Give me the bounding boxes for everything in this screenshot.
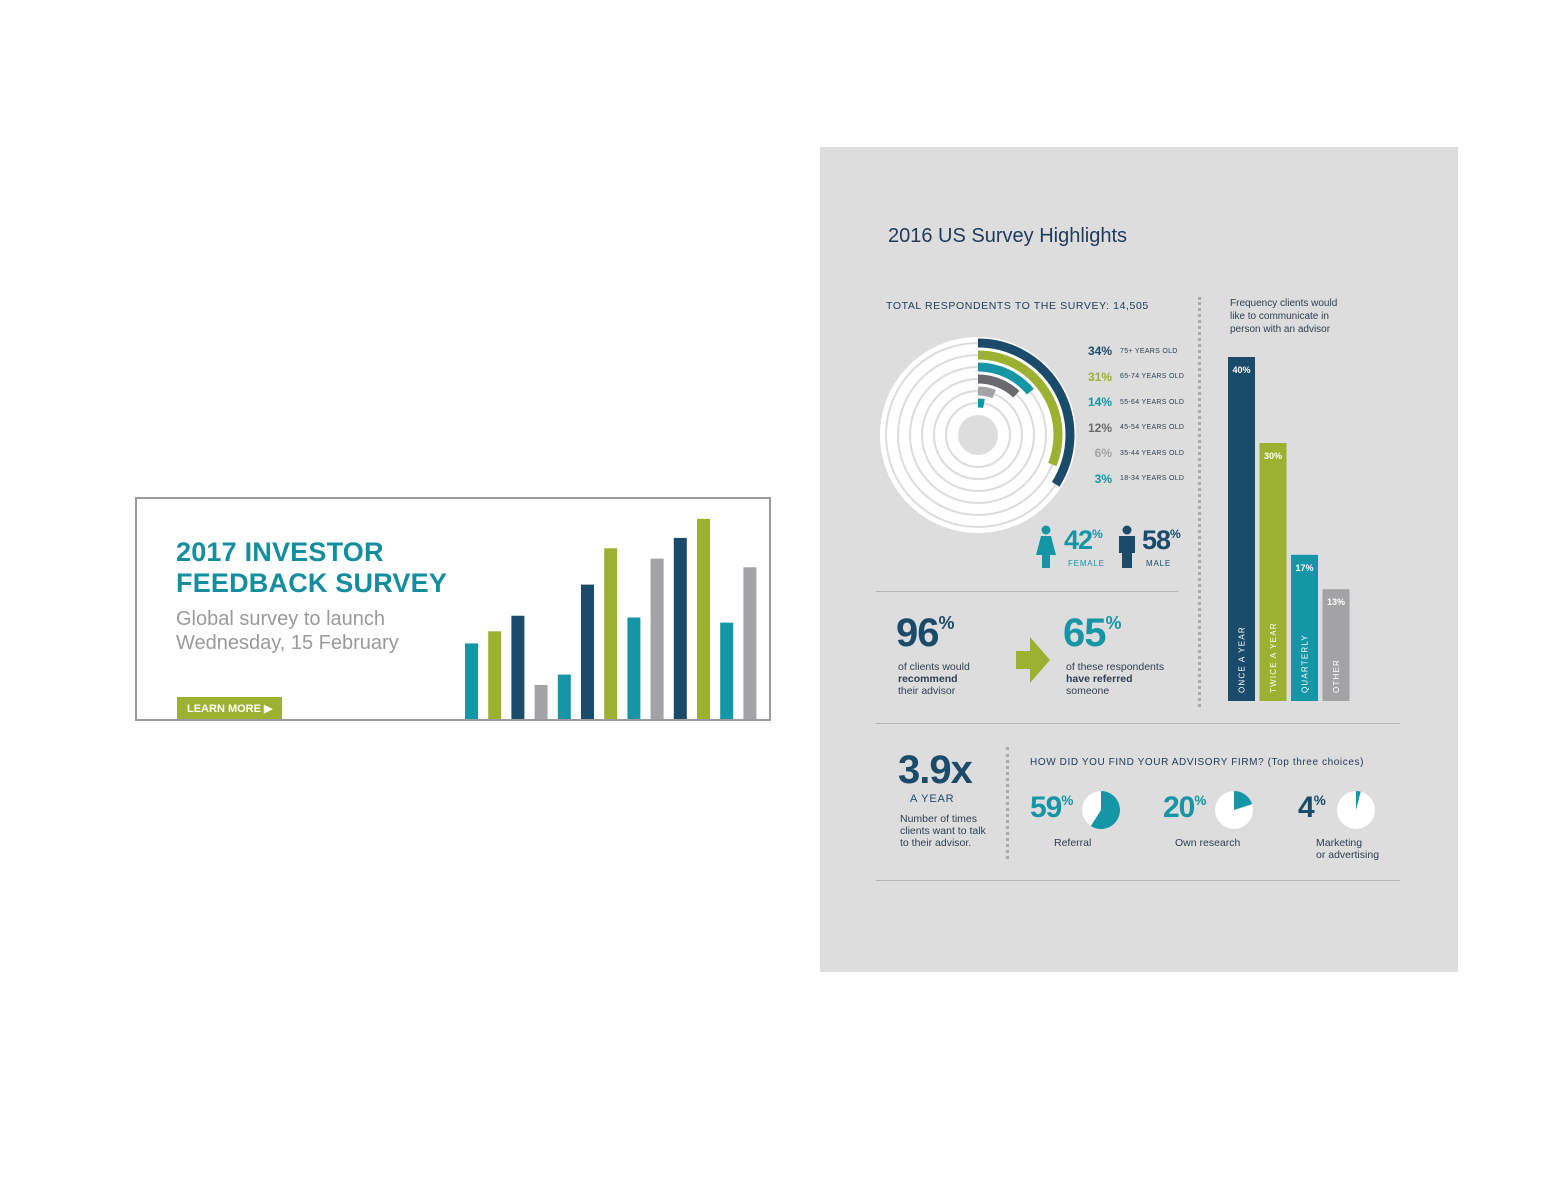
find-firm-pie	[1337, 791, 1375, 829]
age-percent-label: 6%	[1094, 446, 1112, 460]
radial-center	[958, 415, 998, 455]
referred-percent: 65%	[1063, 611, 1122, 655]
banner-bar	[511, 615, 525, 719]
age-arc	[977, 338, 1075, 487]
frequency-value-label: 13%	[1327, 597, 1345, 607]
frequency-bar	[1259, 443, 1287, 701]
age-category-label: 18-34 YEARS OLD	[1120, 475, 1185, 482]
age-legend-row: 31% 65-74 YEARS OLD	[1088, 369, 1184, 385]
frequency-bar	[1228, 357, 1255, 701]
age-legend-row: 14% 55-64 YEARS OLD	[1088, 394, 1184, 410]
age-percent-label: 34%	[1088, 344, 1113, 358]
banner-subtitle: Global survey to launch Wednesday, 15 Fe…	[176, 607, 399, 655]
banner-title-line2: FEEDBACK SURVEY	[176, 568, 448, 598]
panel-title: 2016 US Survey Highlights	[888, 225, 1128, 247]
age-percent-label: 3%	[1094, 471, 1112, 486]
learn-more-button[interactable]: LEARN MORE ▶	[177, 697, 283, 719]
find-firm-label: Marketing or advertising	[1316, 837, 1380, 861]
arrow-right-icon	[1016, 637, 1050, 683]
find-firm-pie	[1215, 791, 1253, 829]
banner-bar	[604, 548, 618, 719]
banner-bar	[581, 584, 594, 719]
age-arc	[977, 398, 985, 409]
age-category-label: 55-64 YEARS OLD	[1120, 398, 1185, 406]
find-firm-title: HOW DID YOU FIND YOUR ADVISORY FIRM? (To…	[1030, 757, 1365, 768]
find-firm-percent: 59%	[1030, 791, 1073, 824]
times-per-year-value: 3.9x	[898, 748, 973, 792]
frequency-bar	[1322, 589, 1350, 701]
age-arc	[977, 386, 996, 399]
male-icon	[1119, 525, 1135, 568]
frequency-category-label: QUARTERLY	[1301, 634, 1310, 693]
times-per-year-text: Number of times clients want to talk to …	[900, 813, 986, 849]
referred-text: of these respondents have referred someo…	[1066, 661, 1165, 697]
banner-bar	[465, 643, 478, 719]
frequency-title: Frequency clients would like to communic…	[1230, 298, 1338, 335]
banner-bar	[720, 622, 734, 719]
find-firm-pie	[1082, 791, 1120, 829]
total-respondents-label: TOTAL RESPONDENTS TO THE SURVEY: 14,505	[886, 300, 1149, 312]
female-icon	[1036, 525, 1056, 568]
find-firm-percent: 20%	[1163, 791, 1206, 824]
frequency-value-label: 17%	[1295, 563, 1313, 573]
male-percent: 58%	[1142, 525, 1181, 555]
frequency-value-label: 30%	[1264, 451, 1282, 461]
banner-bar	[650, 558, 664, 719]
frequency-category-label: TWICE A YEAR	[1269, 622, 1278, 693]
divider	[876, 591, 1178, 592]
banner-subtitle-line2: Wednesday, 15 February	[176, 632, 399, 654]
age-category-label: 75+ YEARS OLD	[1120, 347, 1178, 355]
find-firm-percent: 4%	[1298, 791, 1326, 824]
column-separator	[1198, 297, 1201, 707]
banner-bar	[488, 631, 502, 719]
age-arc	[977, 362, 1034, 395]
frequency-value-label: 40%	[1232, 365, 1250, 375]
frequency-category-label: OTHER	[1332, 659, 1341, 693]
frequency-bar	[1291, 554, 1318, 701]
banner-bar	[697, 518, 710, 719]
pie-slice	[1234, 791, 1253, 810]
survey-banner: 2017 INVESTOR FEEDBACK SURVEY Global sur…	[135, 497, 771, 721]
frequency-bar-chart: 40% ONCE A YEAR 30% TWICE A YEAR 17% QUARTERL…	[1228, 357, 1350, 701]
female-label: FEMALE	[1068, 559, 1105, 568]
find-firm-label: Own research	[1175, 837, 1241, 849]
age-legend-row: 3% 18-34 YEARS OLD	[1088, 471, 1184, 487]
banner-bar	[673, 537, 687, 719]
age-arc	[977, 374, 1020, 398]
age-legend-row: 12% 45-54 YEARS OLD	[1088, 420, 1184, 436]
age-category-label: 35-44 YEARS OLD	[1120, 449, 1185, 457]
banner-title-line1: 2017 INVESTOR	[176, 537, 384, 567]
recommend-text: of clients would recommend their advisor	[898, 661, 970, 697]
banner-bar	[627, 617, 641, 719]
divider	[876, 723, 1400, 724]
age-legend-row: 6% 35-44 YEARS OLD	[1088, 445, 1184, 461]
survey-highlights-panel: 2016 US Survey Highlights TOTAL RESPONDE…	[820, 147, 1458, 972]
male-label: MALE	[1146, 559, 1171, 568]
age-percent-label: 12%	[1088, 420, 1113, 435]
banner-bar	[743, 567, 757, 719]
age-arc	[977, 350, 1063, 467]
age-radial-chart	[880, 337, 1076, 533]
banner-bar	[534, 684, 548, 719]
frequency-category-label: ONCE A YEAR	[1238, 626, 1247, 693]
recommend-percent: 96%	[896, 611, 955, 655]
banner-subtitle-line1: Global survey to launch	[176, 608, 386, 630]
age-category-label: 65-74 YEARS OLD	[1120, 373, 1185, 380]
pie-slice	[1356, 791, 1361, 810]
banner-title: 2017 INVESTOR FEEDBACK SURVEY	[176, 537, 447, 599]
column-separator	[1006, 747, 1009, 859]
times-per-year-unit: A YEAR	[910, 793, 955, 805]
age-legend-row: 34% 75+ YEARS OLD	[1088, 343, 1178, 359]
age-percent-label: 31%	[1088, 369, 1113, 384]
banner-bar	[557, 674, 571, 719]
divider	[876, 880, 1400, 881]
banner-bar-chart	[465, 518, 757, 719]
age-category-label: 45-54 YEARS OLD	[1120, 424, 1185, 431]
female-percent: 42%	[1064, 525, 1103, 555]
find-firm-label: Referral	[1054, 837, 1092, 849]
pie-slice	[1090, 791, 1120, 829]
age-percent-label: 14%	[1088, 395, 1113, 409]
